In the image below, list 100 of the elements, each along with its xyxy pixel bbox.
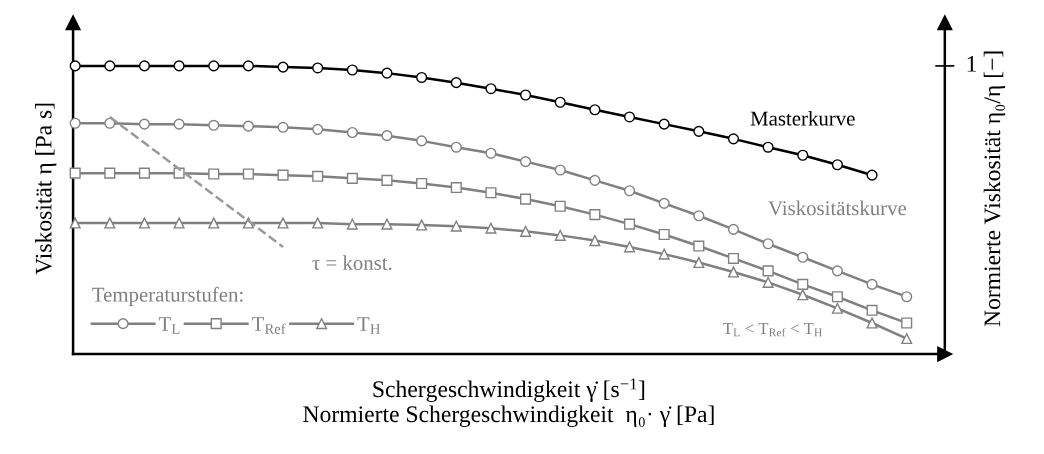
point <box>831 291 843 303</box>
point <box>346 126 358 139</box>
point <box>138 60 151 72</box>
point <box>173 217 185 229</box>
point <box>485 147 497 159</box>
point <box>901 333 913 345</box>
point <box>901 291 913 303</box>
text: 1 <box>967 56 976 72</box>
annotation: Viskositätskurve <box>768 200 907 216</box>
point <box>623 241 636 253</box>
point <box>208 60 220 72</box>
point <box>727 133 740 145</box>
point <box>554 229 566 241</box>
point <box>381 130 393 142</box>
point <box>450 220 462 232</box>
point <box>208 217 220 229</box>
point <box>312 170 324 182</box>
point <box>416 71 428 84</box>
legend-title: Temperaturstufen: <box>92 286 243 306</box>
point <box>866 304 878 316</box>
point <box>450 141 462 153</box>
point <box>623 185 636 197</box>
point <box>866 169 878 181</box>
point <box>416 177 428 190</box>
point <box>104 60 116 72</box>
point <box>242 120 254 132</box>
point <box>589 104 601 116</box>
point <box>658 118 670 130</box>
point <box>138 118 151 130</box>
point <box>69 217 81 229</box>
point <box>658 248 670 260</box>
point <box>589 209 601 221</box>
point <box>485 222 497 234</box>
point <box>797 278 809 290</box>
point <box>416 135 428 147</box>
point <box>866 317 878 329</box>
annotation: T$_{L}$ < T$_{Ref}$ < T$_{H}$ <box>723 323 822 337</box>
point <box>727 252 740 264</box>
point <box>797 251 809 263</box>
point <box>312 62 324 74</box>
point <box>693 125 705 137</box>
point <box>242 60 254 72</box>
point <box>623 111 636 123</box>
point <box>485 187 497 199</box>
point <box>104 167 116 179</box>
point <box>173 60 185 72</box>
annotation: τ = konst. <box>312 255 392 271</box>
point <box>138 167 151 179</box>
point <box>312 217 324 229</box>
point <box>208 168 220 180</box>
point <box>693 240 705 252</box>
point <box>346 172 358 184</box>
point <box>623 218 636 230</box>
series-label: Masterkurve <box>750 110 855 126</box>
point <box>693 210 705 222</box>
point <box>554 164 566 176</box>
point <box>346 218 358 230</box>
point <box>450 77 462 89</box>
point <box>520 156 532 168</box>
point <box>277 61 289 73</box>
point <box>69 117 81 129</box>
point <box>277 169 289 181</box>
point <box>901 317 913 329</box>
point <box>520 89 532 101</box>
point <box>381 174 393 186</box>
point <box>797 149 809 161</box>
point <box>381 67 393 79</box>
point <box>485 83 497 95</box>
point <box>346 64 358 76</box>
point <box>242 168 254 180</box>
point <box>381 218 393 230</box>
point <box>138 217 151 229</box>
point <box>277 121 289 133</box>
point <box>831 302 843 314</box>
point <box>658 197 670 209</box>
point <box>727 223 740 235</box>
point <box>69 60 81 72</box>
point <box>589 235 601 247</box>
point <box>554 200 566 212</box>
point <box>762 276 774 288</box>
point <box>416 219 428 231</box>
point <box>762 265 774 277</box>
point <box>831 265 843 277</box>
point <box>312 123 324 135</box>
y-axis-title: Viskosität η [Pa s] <box>35 103 57 275</box>
point <box>520 193 532 205</box>
legend-label: T$_{L}$ <box>158 317 180 334</box>
point <box>173 118 185 130</box>
point <box>104 217 116 229</box>
point <box>831 159 843 171</box>
point <box>450 181 462 194</box>
y2-axis-title: Normierte Viskosität η₀/η [−] <box>983 51 1006 327</box>
point <box>589 174 601 186</box>
point <box>762 238 774 250</box>
point <box>866 278 878 290</box>
point <box>658 228 670 241</box>
point <box>762 141 774 153</box>
point <box>727 266 740 278</box>
point <box>797 289 809 301</box>
point <box>104 117 116 129</box>
